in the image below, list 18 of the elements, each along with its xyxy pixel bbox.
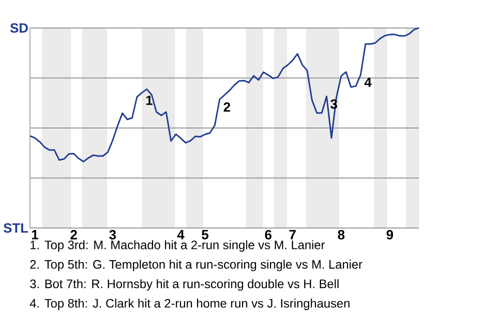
ref-line-label: SD — [10, 23, 28, 33]
text: 3. Bot 7th: R. Hornsby hit a run-scoring double vs H. Bell — [30, 279, 338, 291]
x-tick-label: 9 — [386, 230, 394, 240]
text: 2. Top 5th: G. Templeton hit a run-scoring single vs M. Lanier — [30, 260, 362, 272]
text: 1. Top 3rd: M. Machado hit a 2-run single vs M. Lanier — [30, 240, 325, 252]
annotation: 1 — [146, 96, 152, 105]
ref-line-label: STL — [4, 223, 28, 233]
annotation: 4 — [364, 78, 372, 87]
x-tick-label: 5 — [202, 230, 208, 240]
x-tick-label: 6 — [265, 230, 272, 240]
x-tick-label: 7 — [289, 230, 296, 240]
text: 4. Top 8th: J. Clark hit a 2-run home run vs J. Isringhausen — [30, 298, 350, 310]
x-tick-label: 2 — [70, 230, 77, 240]
x-tick-label: 1 — [32, 230, 38, 240]
x-tick-label: 8 — [338, 230, 344, 240]
annotation: 2 — [224, 102, 230, 112]
x-tick-label: 3 — [109, 230, 116, 240]
x-tick-label: 4 — [177, 230, 184, 240]
